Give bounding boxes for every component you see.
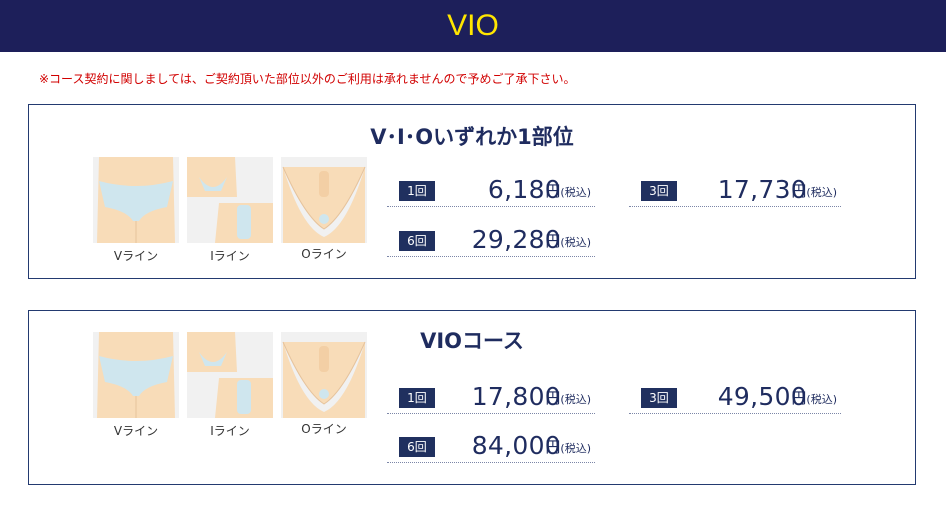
o-line-label: Oライン xyxy=(301,247,347,261)
i-line-illustration xyxy=(187,157,273,243)
v-line-label: Vライン xyxy=(113,424,159,438)
price-row-1-session: 1回 6,180 円(税込) xyxy=(387,175,595,207)
tax-label: (税込) xyxy=(560,393,591,406)
yen-label: 円 xyxy=(545,232,561,250)
v-line-illustration xyxy=(93,332,179,418)
price-amount: 17,800 xyxy=(471,382,561,411)
page-header: VIO xyxy=(0,0,946,52)
yen-label: 円 xyxy=(545,438,561,456)
price-unit: 円(税込) xyxy=(545,436,591,457)
plan-title: V･I･Oいずれか1部位 xyxy=(370,125,574,149)
yen-label: 円 xyxy=(791,389,807,407)
price-unit: 円(税込) xyxy=(545,230,591,251)
plan-title: VIOコース xyxy=(420,329,524,353)
price-row-6-sessions: 6回 29,280 円(税込) xyxy=(387,225,595,257)
i-line-label: Iライン xyxy=(210,424,250,438)
single-area-plan-card: V･I･Oいずれか1部位 Vライン Iライン Oライン 1回 6, xyxy=(28,104,916,279)
price-amount: 49,500 xyxy=(717,382,807,411)
session-badge: 3回 xyxy=(641,181,677,201)
tax-label: (税込) xyxy=(560,442,591,455)
session-badge: 1回 xyxy=(399,388,435,408)
yen-label: 円 xyxy=(791,182,807,200)
session-badge: 3回 xyxy=(641,388,677,408)
price-amount: 17,730 xyxy=(717,175,807,204)
price-row-3-sessions: 3回 49,500 円(税込) xyxy=(629,382,841,414)
page-title: VIO xyxy=(447,9,499,42)
vio-course-card: VIOコース Vライン Iライン Oライン 1回 17,800 xyxy=(28,310,916,485)
price-amount: 29,280 xyxy=(471,225,561,254)
i-line-illustration xyxy=(187,332,273,418)
price-unit: 円(税込) xyxy=(545,180,591,201)
price-amount: 84,000 xyxy=(471,431,561,460)
price-unit: 円(税込) xyxy=(545,387,591,408)
tax-label: (税込) xyxy=(806,393,837,406)
session-badge: 6回 xyxy=(399,437,435,457)
session-badge: 1回 xyxy=(399,181,435,201)
price-unit: 円(税込) xyxy=(791,180,837,201)
price-amount: 6,180 xyxy=(487,175,561,204)
price-row-1-session: 1回 17,800 円(税込) xyxy=(387,382,595,414)
price-row-6-sessions: 6回 84,000 円(税込) xyxy=(387,431,595,463)
yen-label: 円 xyxy=(545,389,561,407)
session-badge: 6回 xyxy=(399,231,435,251)
tax-label: (税込) xyxy=(806,186,837,199)
yen-label: 円 xyxy=(545,182,561,200)
tax-label: (税込) xyxy=(560,236,591,249)
v-line-label: Vライン xyxy=(113,249,159,263)
tax-label: (税込) xyxy=(560,186,591,199)
o-line-label: Oライン xyxy=(301,422,347,436)
v-line-illustration xyxy=(93,157,179,243)
i-line-label: Iライン xyxy=(210,249,250,263)
price-unit: 円(税込) xyxy=(791,387,837,408)
o-line-illustration xyxy=(281,157,367,243)
o-line-illustration xyxy=(281,332,367,418)
contract-notice: ※コース契約に関しましては、ご契約頂いた部位以外のご利用は承れませんので予めご了… xyxy=(39,72,576,86)
price-row-3-sessions: 3回 17,730 円(税込) xyxy=(629,175,841,207)
